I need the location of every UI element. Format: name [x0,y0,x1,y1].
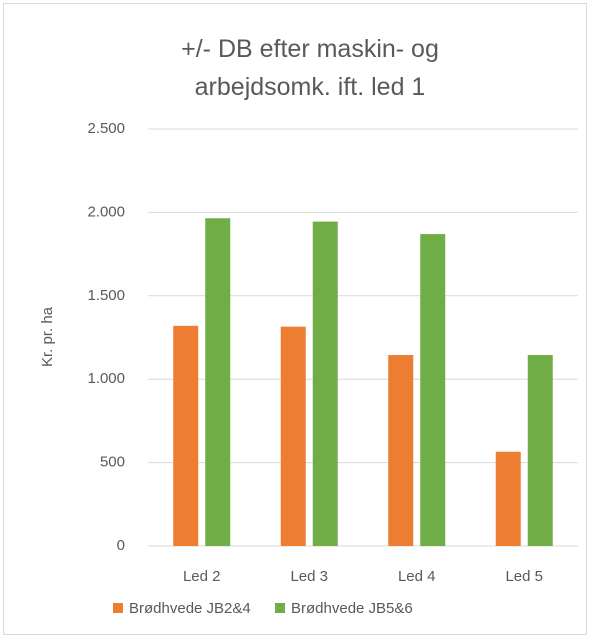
y-axis-label: Kr. pr. ha [39,306,56,367]
bar [280,326,306,546]
x-tick-label: Led 2 [183,568,221,585]
x-tick-label: Led 5 [505,568,543,585]
y-tick-label: 2.500 [87,120,125,137]
x-tick-label: Led 4 [398,568,436,585]
y-tick-label: 500 [100,454,125,471]
chart-title: +/- DB efter maskin- og arbejdsomk. ift.… [181,35,439,101]
y-tick-label: 2.000 [87,203,125,220]
bar [205,218,231,546]
bar [173,325,199,546]
x-tick-label: Led 3 [290,568,328,585]
legend-label: Brødhvede JB2&4 [129,600,251,617]
bar [312,221,338,546]
bar [495,451,521,546]
chart-frame [3,3,587,635]
legend-label: Brødhvede JB5&6 [291,600,413,617]
bar [420,234,446,547]
bar [527,355,553,546]
y-tick-label: 0 [117,537,125,554]
y-tick-label: 1.000 [87,370,125,387]
legend-swatch [275,603,285,613]
y-tick-label: 1.500 [87,287,125,304]
bar [388,355,414,546]
legend-swatch [113,603,123,613]
